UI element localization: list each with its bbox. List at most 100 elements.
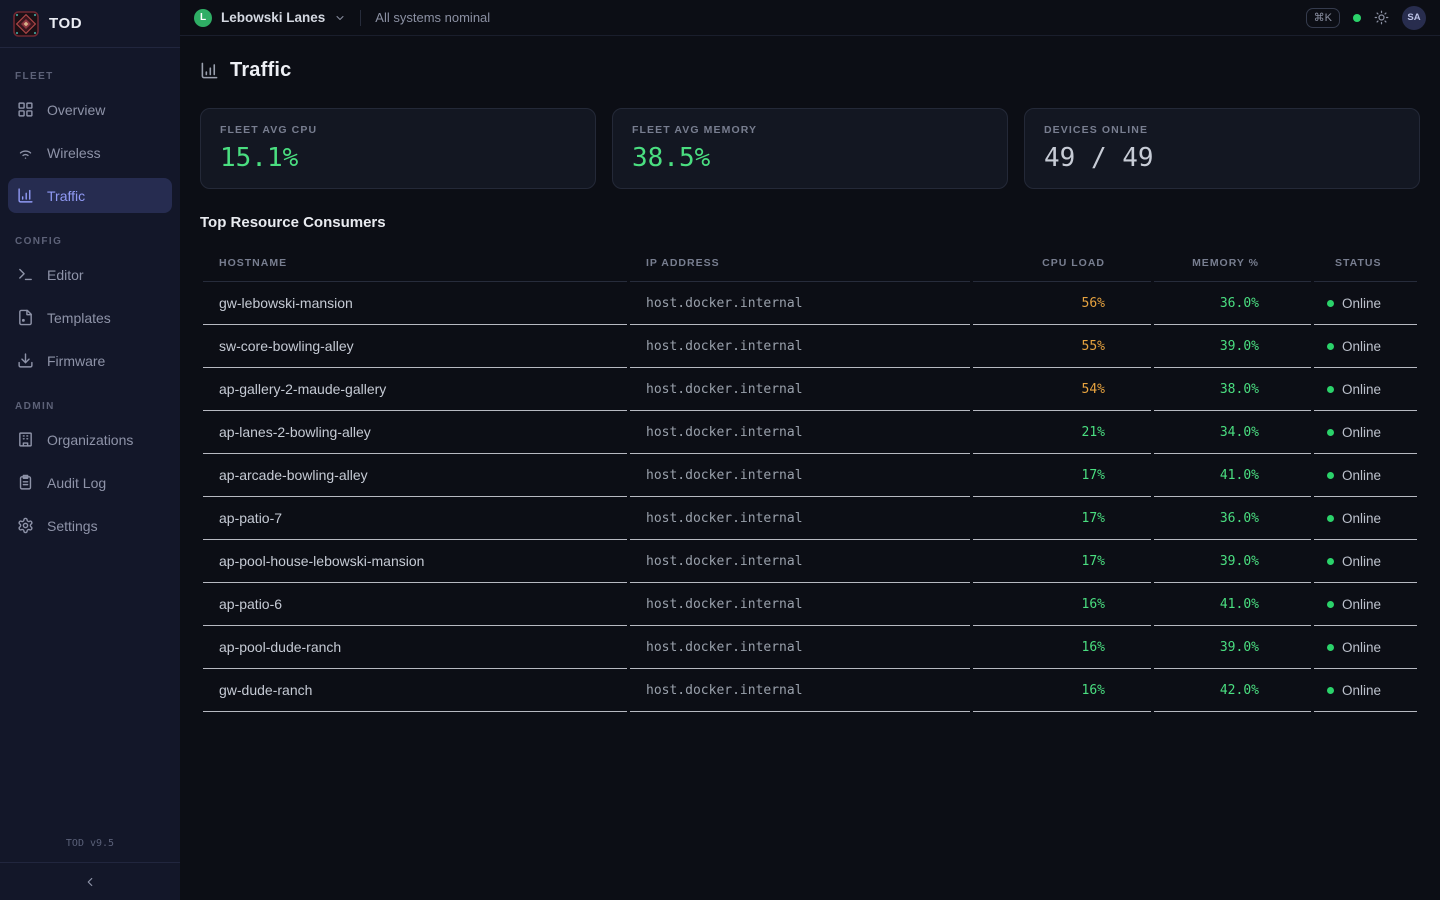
sidebar-item-audit-log[interactable]: Audit Log <box>8 465 172 500</box>
org-switcher[interactable]: L Lebowski Lanes <box>194 8 346 27</box>
ip-address-cell: host.docker.internal <box>630 282 970 325</box>
status-cell: Online <box>1314 583 1417 626</box>
status-label: Online <box>1342 596 1382 612</box>
ip-address-cell: host.docker.internal <box>630 669 970 712</box>
building-icon <box>17 431 34 448</box>
stat-label: FLEET AVG CPU <box>220 124 318 136</box>
table-row[interactable]: gw-dude-ranch host.docker.internal 16% 42.0… <box>203 669 1417 712</box>
wifi-icon <box>17 144 34 161</box>
page-title-row: Traffic <box>200 59 1420 82</box>
sidebar-item-organizations[interactable]: Organizations <box>8 422 172 457</box>
sidebar-item-label: Organizations <box>47 431 134 448</box>
hostname-cell: sw-core-bowling-alley <box>203 325 627 368</box>
topbar: L Lebowski Lanes All systems nominal ⌘K … <box>180 0 1440 36</box>
sidebar-item-editor[interactable]: Editor <box>8 257 172 292</box>
table-row[interactable]: ap-pool-dude-ranch host.docker.internal 16… <box>203 626 1417 669</box>
stat-card-fleet-avg-cpu: FLEET AVG CPU 15.1% <box>200 108 596 189</box>
memory-cell: 39.0% <box>1154 540 1311 583</box>
sidebar-item-wireless[interactable]: Wireless <box>8 135 172 170</box>
memory-cell: 34.0% <box>1154 411 1311 454</box>
status-cell: Online <box>1314 626 1417 669</box>
ip-address-cell: host.docker.internal <box>630 411 970 454</box>
online-dot-icon <box>1327 600 1334 608</box>
stat-value: 49 / 49 <box>1044 143 1154 173</box>
memory-cell: 36.0% <box>1154 282 1311 325</box>
org-name: Lebowski Lanes <box>221 10 326 25</box>
table-row[interactable]: sw-core-bowling-alley host.docker.interna… <box>203 325 1417 368</box>
table-row[interactable]: ap-patio-6 host.docker.internal 16% 41.0% On… <box>203 583 1417 626</box>
sidebar-item-label: Wireless <box>47 144 101 161</box>
status-cell: Online <box>1314 282 1417 325</box>
topbar-divider <box>360 9 362 26</box>
cpu-load-cell: 16% <box>973 583 1151 626</box>
memory-cell: 38.0% <box>1154 368 1311 411</box>
online-dot-icon <box>1327 514 1334 522</box>
status-label: Online <box>1342 467 1382 483</box>
system-status-text: All systems nominal <box>375 10 491 25</box>
chart-column-icon <box>17 187 34 204</box>
stats-row: FLEET AVG CPU 15.1% FLEET AVG MEMORY 38.5% D… <box>200 108 1420 189</box>
page-title: Traffic <box>230 59 292 81</box>
hostname-cell: gw-lebowski-mansion <box>203 282 627 325</box>
sidebar-item-traffic[interactable]: Traffic <box>8 178 172 213</box>
sidebar-item-templates[interactable]: Templates <box>8 300 172 335</box>
cpu-load-cell: 17% <box>973 454 1151 497</box>
memory-cell: 39.0% <box>1154 325 1311 368</box>
sidebar: TOD FLEET Overview Wireless Traffic CONFIG Ed… <box>0 0 180 900</box>
table-row[interactable]: ap-patio-7 host.docker.internal 17% 36.0% On… <box>203 497 1417 540</box>
download-icon <box>17 352 34 369</box>
status-label: Online <box>1342 381 1382 397</box>
table-row[interactable]: ap-pool-house-lebowski-mansion host.docke… <box>203 540 1417 583</box>
main-area: L Lebowski Lanes All systems nominal ⌘K … <box>180 0 1440 900</box>
stat-card-fleet-avg-memory: FLEET AVG MEMORY 38.5% <box>612 108 1008 189</box>
ip-address-cell: host.docker.internal <box>630 454 970 497</box>
health-dot-icon <box>1353 13 1361 22</box>
ip-address-cell: host.docker.internal <box>630 583 970 626</box>
cpu-load-cell: 17% <box>973 540 1151 583</box>
sun-icon[interactable] <box>1374 10 1389 25</box>
sidebar-collapse-button[interactable] <box>0 862 180 900</box>
sidebar-item-label: Editor <box>47 266 84 283</box>
sidebar-section-label: ADMIN <box>15 401 55 412</box>
sidebar-section-label: FLEET <box>15 71 54 82</box>
status-label: Online <box>1342 553 1382 569</box>
status-cell: Online <box>1314 325 1417 368</box>
table-row[interactable]: ap-arcade-bowling-alley host.docker.inter… <box>203 454 1417 497</box>
table-row[interactable]: ap-gallery-2-maude-gallery host.docker.in… <box>203 368 1417 411</box>
table-header-row: HOSTNAME IP ADDRESS CPU LOAD MEMORY % STATUS <box>203 244 1417 282</box>
sidebar-nav: FLEET Overview Wireless Traffic CONFIG Editor… <box>0 48 180 830</box>
online-dot-icon <box>1327 643 1334 651</box>
ip-address-cell: host.docker.internal <box>630 325 970 368</box>
brand-name: TOD <box>49 15 83 32</box>
stat-label: FLEET AVG MEMORY <box>632 124 758 136</box>
ip-address-cell: host.docker.internal <box>630 540 970 583</box>
sidebar-item-label: Traffic <box>47 187 86 204</box>
cpu-load-cell: 16% <box>973 626 1151 669</box>
online-dot-icon <box>1327 299 1334 307</box>
sidebar-item-label: Settings <box>47 517 98 534</box>
status-cell: Online <box>1314 411 1417 454</box>
cpu-load-cell: 54% <box>973 368 1151 411</box>
user-avatar[interactable]: SA <box>1402 5 1426 30</box>
sidebar-item-firmware[interactable]: Firmware <box>8 343 172 378</box>
chevron-left-icon <box>83 875 97 889</box>
topbar-right: ⌘K SA <box>1305 5 1426 30</box>
sidebar-item-settings[interactable]: Settings <box>8 508 172 543</box>
status-label: Online <box>1342 682 1382 698</box>
online-dot-icon <box>1327 342 1334 350</box>
hostname-cell: ap-arcade-bowling-alley <box>203 454 627 497</box>
table-row[interactable]: gw-lebowski-mansion host.docker.internal 5… <box>203 282 1417 325</box>
layout-grid-icon <box>17 101 34 118</box>
command-palette-shortcut[interactable]: ⌘K <box>1305 7 1340 28</box>
tod-logo-icon <box>13 10 39 37</box>
org-avatar: L <box>194 8 212 27</box>
sidebar-item-label: Templates <box>47 309 111 326</box>
column-header-status: STATUS <box>1314 244 1417 282</box>
page-content: Traffic FLEET AVG CPU 15.1% FLEET AVG MEMO… <box>180 36 1440 712</box>
cpu-load-cell: 56% <box>973 282 1151 325</box>
table-row[interactable]: ap-lanes-2-bowling-alley host.docker.inte… <box>203 411 1417 454</box>
sidebar-item-overview[interactable]: Overview <box>8 92 172 127</box>
column-header-ip-address: IP ADDRESS <box>630 244 970 282</box>
gear-icon <box>17 517 34 534</box>
